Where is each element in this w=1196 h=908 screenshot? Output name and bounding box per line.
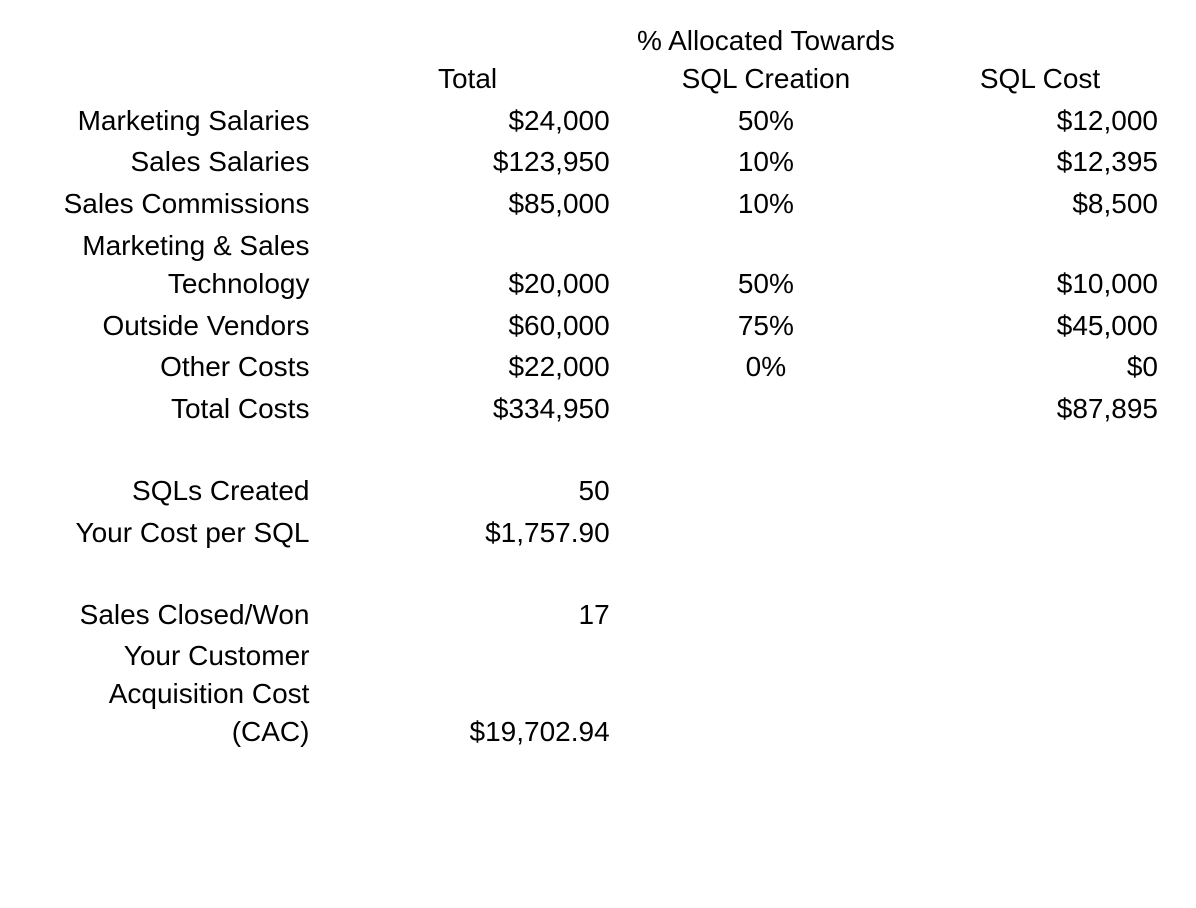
value: 17 bbox=[317, 594, 617, 636]
total: $123,950 bbox=[317, 141, 617, 183]
label: Your Cost per SQL bbox=[30, 512, 317, 554]
label: Outside Vendors bbox=[30, 305, 317, 347]
sqlcost: $45,000 bbox=[914, 305, 1166, 347]
row-sales-closed-won: Sales Closed/Won 17 bbox=[30, 594, 1166, 636]
pct: 10% bbox=[618, 183, 914, 225]
value: 50 bbox=[317, 470, 617, 512]
sqlcost: $0 bbox=[914, 346, 1166, 388]
spacer-row bbox=[30, 430, 1166, 470]
value: $1,757.90 bbox=[317, 512, 617, 554]
spacer-row bbox=[30, 554, 1166, 594]
pct: 50% bbox=[618, 100, 914, 142]
pct: 75% bbox=[618, 305, 914, 347]
sqlcost: $10,000 bbox=[914, 225, 1166, 305]
sqlcost: $12,395 bbox=[914, 141, 1166, 183]
cost-table: Total % Allocated Towards SQL Creation S… bbox=[30, 20, 1166, 753]
total: $20,000 bbox=[317, 225, 617, 305]
label: Marketing & Sales Technology bbox=[30, 225, 317, 305]
total: $60,000 bbox=[317, 305, 617, 347]
total: $24,000 bbox=[317, 100, 617, 142]
row-cac: Your Customer Acquisition Cost (CAC) $19… bbox=[30, 635, 1166, 752]
total: $22,000 bbox=[317, 346, 617, 388]
sqlcost: $8,500 bbox=[914, 183, 1166, 225]
row-marketing-salaries: Marketing Salaries $24,000 50% $12,000 bbox=[30, 100, 1166, 142]
row-outside-vendors: Outside Vendors $60,000 75% $45,000 bbox=[30, 305, 1166, 347]
pct: 10% bbox=[618, 141, 914, 183]
header-blank bbox=[30, 20, 317, 100]
label: Your Customer Acquisition Cost (CAC) bbox=[30, 635, 317, 752]
row-sales-commissions: Sales Commissions $85,000 10% $8,500 bbox=[30, 183, 1166, 225]
row-other-costs: Other Costs $22,000 0% $0 bbox=[30, 346, 1166, 388]
row-sqls-created: SQLs Created 50 bbox=[30, 470, 1166, 512]
header-sqlcost: SQL Cost bbox=[914, 20, 1166, 100]
row-sales-salaries: Sales Salaries $123,950 10% $12,395 bbox=[30, 141, 1166, 183]
header-pct: % Allocated Towards SQL Creation bbox=[618, 20, 914, 100]
row-total-costs: Total Costs $334,950 $87,895 bbox=[30, 388, 1166, 430]
pct: 50% bbox=[618, 225, 914, 305]
label: Total Costs bbox=[30, 388, 317, 430]
label: Sales Closed/Won bbox=[30, 594, 317, 636]
sqlcost: $87,895 bbox=[914, 388, 1166, 430]
label: SQLs Created bbox=[30, 470, 317, 512]
total: $85,000 bbox=[317, 183, 617, 225]
label: Marketing Salaries bbox=[30, 100, 317, 142]
label: Other Costs bbox=[30, 346, 317, 388]
row-marketing-sales-tech: Marketing & Sales Technology $20,000 50%… bbox=[30, 225, 1166, 305]
sqlcost: $12,000 bbox=[914, 100, 1166, 142]
label: Sales Salaries bbox=[30, 141, 317, 183]
header-row: Total % Allocated Towards SQL Creation S… bbox=[30, 20, 1166, 100]
label: Sales Commissions bbox=[30, 183, 317, 225]
header-total: Total bbox=[317, 20, 617, 100]
total: $334,950 bbox=[317, 388, 617, 430]
pct: 0% bbox=[618, 346, 914, 388]
pct bbox=[618, 388, 914, 430]
value: $19,702.94 bbox=[317, 635, 617, 752]
row-cost-per-sql: Your Cost per SQL $1,757.90 bbox=[30, 512, 1166, 554]
